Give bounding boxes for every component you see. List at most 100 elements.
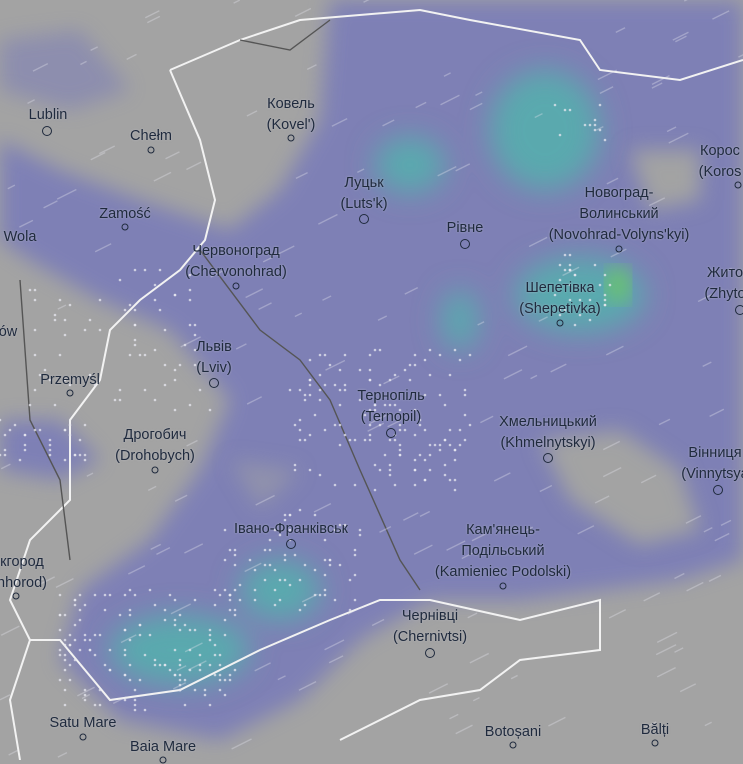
city-marker[interactable]: [734, 181, 742, 189]
wind-streak: [655, 644, 677, 656]
wind-streak: [246, 396, 263, 405]
city-label[interactable]: Вінниця (Vinnytsya: [681, 443, 743, 485]
wind-streak: [538, 316, 548, 322]
wind-streak: [233, 0, 241, 4]
city-label[interactable]: Chełm: [130, 126, 172, 147]
city-label[interactable]: Рівне: [447, 218, 484, 239]
city-marker[interactable]: [79, 733, 87, 741]
rain-dot: [333, 528, 337, 532]
city-marker[interactable]: [66, 389, 74, 397]
city-marker[interactable]: [735, 305, 743, 315]
rain-dot: [268, 548, 272, 552]
rain-dot: [58, 653, 62, 657]
city-marker[interactable]: [359, 214, 369, 224]
city-marker[interactable]: [386, 428, 396, 438]
city-marker[interactable]: [713, 485, 723, 495]
rain-dot: [558, 313, 562, 317]
wind-streak: [525, 526, 534, 532]
city-label[interactable]: Чернівці (Chernivtsi): [393, 606, 467, 648]
city-label-line: Волинський: [579, 206, 659, 222]
wind-streak: [156, 546, 171, 555]
city-label[interactable]: Кам'янець- Подільський (Kamieniec Podolski…: [435, 520, 571, 583]
city-label[interactable]: ów: [0, 322, 17, 343]
city-marker[interactable]: [543, 453, 553, 463]
wind-streak: [277, 675, 286, 681]
city-label[interactable]: Lublin: [29, 105, 68, 126]
city-label[interactable]: Корос (Koros: [699, 141, 742, 183]
rain-dot: [228, 598, 232, 602]
city-label[interactable]: Bălți: [641, 720, 669, 741]
rain-dot: [563, 268, 567, 272]
city-marker[interactable]: [286, 539, 296, 549]
city-marker[interactable]: [287, 134, 295, 142]
wind-streak: [714, 532, 730, 542]
rain-dot: [328, 558, 332, 562]
city-label[interactable]: Львів (Lviv): [196, 337, 232, 379]
city-marker[interactable]: [121, 223, 129, 231]
city-label[interactable]: Wola: [4, 227, 37, 248]
rain-dot: [123, 648, 127, 652]
city-marker[interactable]: [147, 146, 155, 154]
city-label[interactable]: Дрогобич (Drohobych): [115, 425, 195, 467]
rain-dot: [133, 323, 137, 327]
rain-dot: [183, 703, 187, 707]
wind-streak: [530, 374, 538, 380]
wind-streak: [369, 414, 387, 425]
wind-streak: [174, 494, 188, 502]
rain-dot: [63, 613, 67, 617]
city-label[interactable]: Жито (Zhyto: [704, 263, 743, 305]
wind-streak: [322, 295, 332, 301]
rain-dot: [178, 673, 182, 677]
city-marker[interactable]: [159, 756, 167, 764]
rain-dot: [568, 253, 572, 257]
rain-dot: [208, 633, 212, 637]
city-label[interactable]: Шепетівка (Shepetivka): [519, 278, 600, 320]
rain-dot: [413, 433, 417, 437]
city-label[interactable]: Botoșani: [485, 722, 541, 743]
city-marker[interactable]: [556, 319, 564, 327]
city-label[interactable]: Івано-Франківськ: [234, 519, 348, 540]
city-marker[interactable]: [151, 466, 159, 474]
rain-dot: [253, 598, 257, 602]
rain-dot: [153, 663, 157, 667]
rain-dot: [83, 698, 87, 702]
city-label[interactable]: Przemyśl: [40, 370, 100, 391]
wind-streak: [0, 463, 11, 470]
wind-streak: [254, 662, 271, 672]
city-marker[interactable]: [499, 582, 507, 590]
city-marker[interactable]: [209, 378, 219, 388]
rain-dot: [58, 298, 62, 302]
city-label[interactable]: Satu Mare: [50, 713, 117, 734]
wind-streak: [235, 343, 247, 350]
city-marker[interactable]: [509, 741, 517, 749]
city-marker[interactable]: [615, 245, 623, 253]
rain-dot: [48, 453, 52, 457]
rain-dot: [223, 633, 227, 637]
rain-dot: [558, 133, 562, 137]
city-label[interactable]: Тернопіль (Ternopil): [357, 386, 424, 428]
city-label[interactable]: кгород hhorod): [0, 552, 47, 594]
city-label[interactable]: Новоград- Волинський (Novohrad-Volyns'kyi): [549, 183, 690, 246]
city-label[interactable]: Хмельницький (Khmelnytskyi): [499, 412, 597, 454]
city-label[interactable]: Zamość: [99, 204, 151, 225]
wind-streak: [428, 683, 449, 694]
city-marker[interactable]: [651, 739, 659, 747]
wind-streak: [371, 618, 385, 627]
rain-dot: [78, 648, 82, 652]
rain-dot: [368, 378, 372, 382]
city-label[interactable]: Ковель (Kovel'): [267, 94, 316, 136]
rain-dot: [568, 263, 572, 267]
rain-dot: [173, 598, 177, 602]
rain-dot: [273, 603, 277, 607]
city-label[interactable]: Червоноград (Chervonohrad): [185, 241, 287, 283]
city-marker[interactable]: [42, 126, 52, 136]
city-label[interactable]: Луцьк (Luts'k): [340, 173, 387, 215]
city-marker[interactable]: [232, 282, 240, 290]
city-marker[interactable]: [460, 239, 470, 249]
city-marker[interactable]: [425, 648, 435, 658]
city-label-line: (Zhyto: [704, 286, 743, 302]
city-marker[interactable]: [12, 592, 20, 600]
city-label-line: Satu Mare: [49, 715, 117, 731]
city-label[interactable]: Baia Mare: [130, 737, 196, 758]
